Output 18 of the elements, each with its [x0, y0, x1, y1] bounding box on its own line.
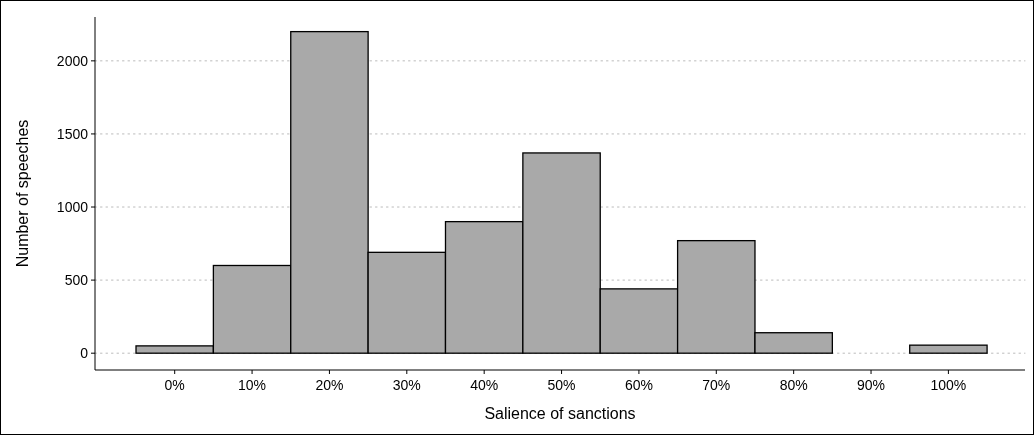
x-tick-label: 60% [624, 377, 653, 393]
x-tick-label: 70% [702, 377, 731, 393]
x-tick-label: 90% [857, 377, 886, 393]
x-tick-label: 10% [238, 377, 267, 393]
x-axis-title: Salience of sanctions [484, 405, 636, 422]
x-tick-label: 40% [470, 377, 499, 393]
y-tick-label: 0 [80, 345, 89, 362]
x-tick-label: 30% [392, 377, 421, 393]
x-tick-label: 80% [779, 377, 808, 393]
y-tick-label: 500 [64, 272, 89, 289]
y-tick-label: 2000 [56, 52, 89, 69]
y-tick-label: 1000 [56, 198, 89, 215]
y-tick-label: 1500 [56, 125, 89, 142]
x-tick-label: 50% [547, 377, 576, 393]
x-tick-label: 20% [315, 377, 344, 393]
y-axis-title: Number of speeches [14, 119, 31, 268]
x-tick-label: 100% [930, 377, 967, 393]
x-tick-label: 0% [164, 377, 185, 393]
